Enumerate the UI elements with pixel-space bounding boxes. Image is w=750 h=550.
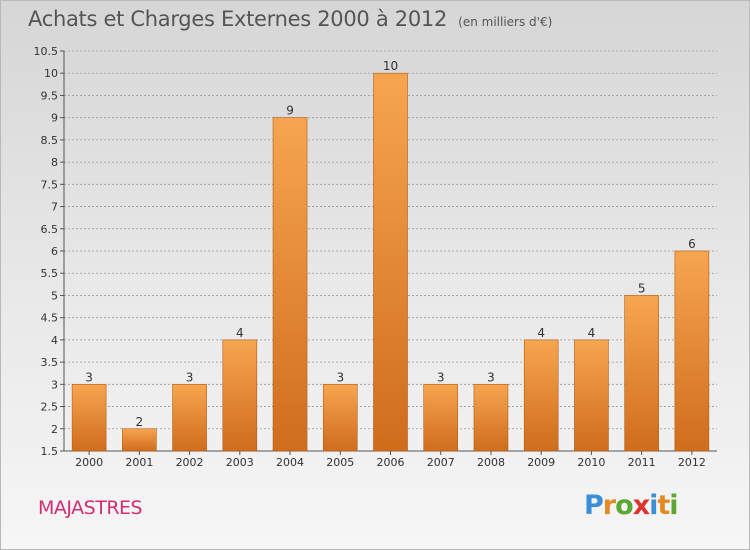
y-tick-label: 6.5 (41, 223, 59, 236)
bar (574, 339, 609, 452)
proxiti-logo: Proxiti (584, 490, 679, 521)
data-label: 9 (286, 104, 294, 118)
data-label: 4 (588, 326, 596, 340)
bar (423, 384, 459, 452)
data-label: 3 (437, 370, 445, 384)
y-tick-label: 5.5 (41, 267, 59, 280)
y-tick-label: 8.5 (41, 134, 59, 147)
data-label: 3 (487, 370, 495, 384)
data-label: 3 (336, 370, 344, 384)
y-tick-label: 4.5 (41, 312, 59, 325)
x-tick-label: 2010 (577, 456, 605, 469)
y-tick-label: 5 (51, 289, 58, 302)
x-tick-label: 2009 (527, 456, 555, 469)
bar (122, 428, 157, 452)
y-tick-label: 7.5 (41, 178, 59, 191)
bar (322, 384, 358, 452)
bar (473, 384, 509, 452)
bar (172, 384, 207, 452)
bar (272, 117, 308, 452)
y-tick-label: 1.5 (41, 445, 59, 458)
bar (674, 250, 710, 452)
x-tick-label: 2012 (678, 456, 706, 469)
bar (222, 339, 258, 452)
y-tick-label: 10 (44, 67, 58, 80)
y-tick-label: 9.5 (41, 89, 59, 102)
x-tick-label: 2008 (477, 456, 505, 469)
y-tick-label: 8 (51, 156, 58, 169)
y-tick-label: 2 (51, 423, 58, 436)
data-label: 10 (383, 59, 398, 73)
x-tick-label: 2007 (427, 456, 455, 469)
x-tick-label: 2005 (326, 456, 354, 469)
bar (523, 339, 559, 452)
x-tick-label: 2000 (75, 456, 103, 469)
x-tick-label: 2011 (628, 456, 656, 469)
x-tick-label: 2006 (377, 456, 405, 469)
y-tick-label: 10.5 (34, 45, 59, 58)
x-tick-label: 2004 (276, 456, 304, 469)
y-tick-label: 2.5 (41, 401, 59, 414)
data-label: 3 (85, 370, 93, 384)
data-label: 5 (638, 281, 646, 295)
bar (624, 295, 659, 452)
y-tick-label: 9 (51, 112, 58, 125)
x-tick-label: 2003 (226, 456, 254, 469)
data-label: 4 (236, 326, 244, 340)
data-label: 3 (186, 370, 194, 384)
data-label: 4 (537, 326, 545, 340)
y-tick-label: 3.5 (41, 356, 59, 369)
data-label: 6 (688, 237, 696, 251)
chart-title: Achats et Charges Externes 2000 à 2012 (28, 7, 448, 31)
y-tick-label: 6 (51, 245, 58, 258)
data-label: 2 (136, 415, 144, 429)
chart-title-block: Achats et Charges Externes 2000 à 2012 (… (28, 7, 552, 31)
bar (373, 72, 408, 452)
bar (71, 384, 107, 452)
x-tick-label: 2002 (176, 456, 204, 469)
chart-subtitle: (en milliers d'€) (458, 15, 553, 29)
y-tick-label: 3 (51, 378, 58, 391)
y-tick-label: 7 (51, 201, 58, 214)
y-tick-label: 4 (51, 334, 58, 347)
commune-name: MAJASTRES (38, 497, 143, 519)
x-tick-label: 2001 (125, 456, 153, 469)
